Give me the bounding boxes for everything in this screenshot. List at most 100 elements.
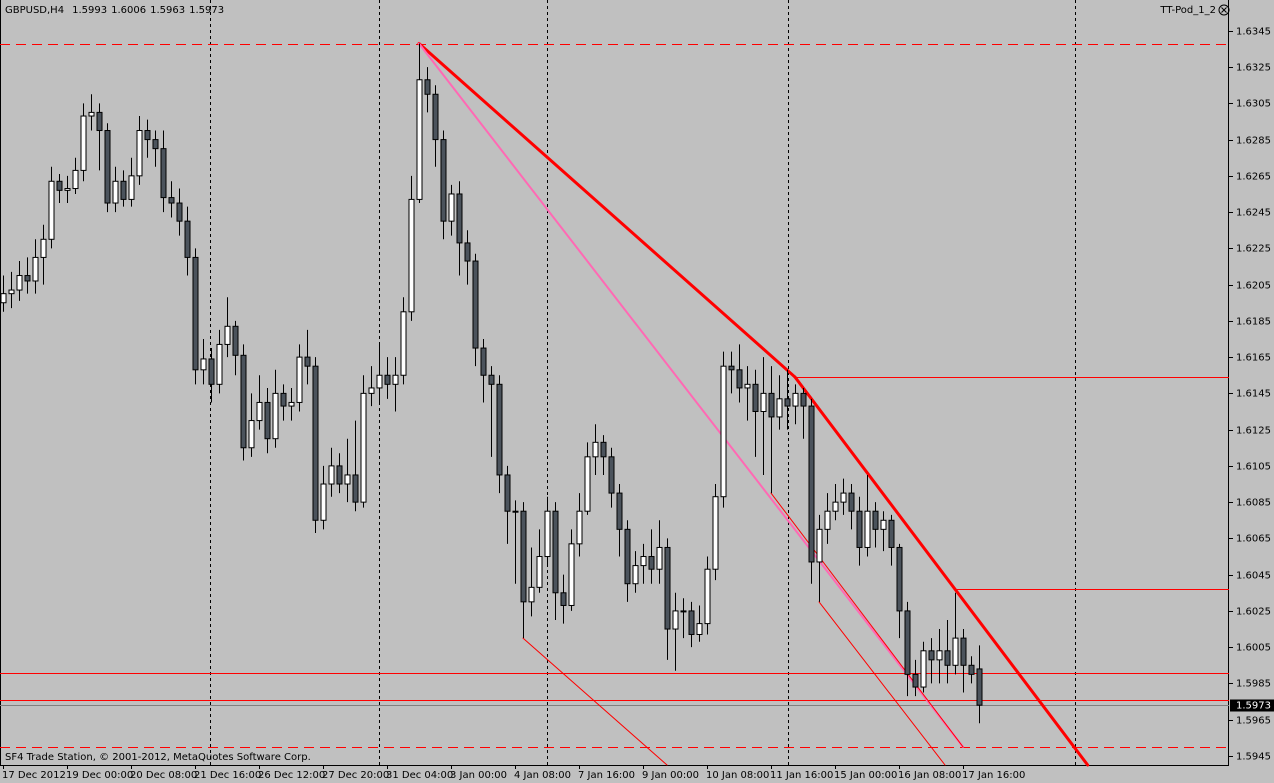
- trendline: [818, 601, 946, 766]
- y-tick-label: 1.6165: [1236, 353, 1271, 364]
- x-tick-label: 31 Dec 04:00: [386, 770, 453, 781]
- candle-body: [712, 496, 719, 570]
- candle-body: [312, 365, 319, 521]
- candle-body: [960, 637, 967, 666]
- candle-body: [48, 180, 55, 240]
- y-tick-label: 1.6265: [1236, 172, 1271, 183]
- x-tick-label: 4 Jan 08:00: [514, 770, 571, 781]
- candle-body: [168, 197, 175, 204]
- y-tick-label: 1.6145: [1236, 389, 1271, 400]
- candle-body: [592, 441, 599, 458]
- candle-body: [552, 510, 559, 594]
- candle-body: [104, 130, 111, 204]
- y-tick-label: 1.6025: [1236, 607, 1271, 618]
- x-tick-label: 3 Jan 00:00: [450, 770, 507, 781]
- candle-body: [768, 392, 775, 418]
- x-tick-label: 27 Dec 20:00: [322, 770, 389, 781]
- candle-body: [176, 202, 183, 222]
- candle-body: [256, 401, 263, 422]
- candle-body: [224, 325, 231, 345]
- x-tick-label: 16 Jan 08:00: [898, 770, 961, 781]
- candle-body: [80, 115, 87, 171]
- candle-body: [400, 311, 407, 376]
- x-tick-label: 7 Jan 16:00: [578, 770, 635, 781]
- candle-body: [496, 383, 503, 476]
- candle-body: [808, 405, 815, 563]
- candle-body: [8, 289, 15, 295]
- candle-body: [120, 180, 127, 200]
- candle-body: [648, 556, 655, 570]
- candle-body: [296, 356, 303, 403]
- candle-body: [576, 510, 583, 545]
- candle-body: [560, 592, 567, 606]
- candle-body: [96, 111, 103, 132]
- candle-body: [512, 510, 519, 513]
- candle-body: [880, 519, 887, 530]
- candle-body: [536, 556, 543, 588]
- candle-body: [952, 637, 959, 666]
- price-label: 1.5973: [1236, 701, 1271, 712]
- y-tick-label: 1.6005: [1236, 643, 1271, 654]
- candle-body: [128, 175, 135, 200]
- candle-body: [688, 610, 695, 635]
- y-tick-label: 1.6125: [1236, 426, 1271, 437]
- y-tick-label: 1.6345: [1236, 27, 1271, 38]
- candle-body: [976, 668, 983, 706]
- candle-body: [376, 374, 383, 389]
- candle-body: [896, 546, 903, 612]
- x-tick-label: 10 Jan 08:00: [706, 770, 769, 781]
- candle-body: [272, 392, 279, 440]
- icon-circle: [1218, 4, 1230, 16]
- x-tick-label: 21 Dec 16:00: [194, 770, 261, 781]
- candle-body: [784, 398, 791, 407]
- candle-body: [232, 325, 239, 356]
- x-tick-label: 20 Dec 08:00: [130, 770, 197, 781]
- y-tick-label: 1.6105: [1236, 462, 1271, 473]
- candle-body: [440, 139, 447, 222]
- x-tick-label: 17 Dec 2012: [2, 770, 66, 781]
- candle-body: [640, 556, 647, 567]
- candle-body: [72, 169, 79, 190]
- candle-body: [24, 275, 31, 282]
- candle-body: [584, 456, 591, 512]
- y-tick-label: 1.6225: [1236, 244, 1271, 255]
- y-tick-label: 1.6065: [1236, 534, 1271, 545]
- candle-body: [328, 465, 335, 485]
- y-tick-label: 1.6305: [1236, 99, 1271, 110]
- candle-body: [472, 260, 479, 349]
- candle-body: [320, 483, 327, 521]
- candle-body: [800, 392, 807, 407]
- candle-body: [152, 139, 159, 150]
- candle-body: [760, 392, 767, 413]
- indicator-icon: [1218, 4, 1230, 16]
- candle-body: [744, 383, 751, 389]
- y-tick-label: 1.6085: [1236, 498, 1271, 509]
- candle-body: [616, 492, 623, 530]
- symbol: GBPUSD,H4: [5, 5, 64, 16]
- candle-body: [208, 358, 215, 385]
- candle-body: [280, 392, 287, 407]
- candle-body: [264, 401, 271, 440]
- candle-body: [832, 501, 839, 512]
- candle-body: [848, 492, 855, 512]
- candle-body: [16, 275, 23, 291]
- header-open: 1.5993: [72, 5, 107, 16]
- candle-body: [424, 79, 431, 95]
- candle-body: [216, 343, 223, 385]
- candle-body: [368, 387, 375, 394]
- candle-body: [0, 293, 7, 304]
- indicator-name: TT-Pod_1_2: [1159, 5, 1216, 16]
- candle-body: [192, 256, 199, 371]
- trendline: [417, 42, 797, 379]
- candle-body: [288, 401, 295, 407]
- candle-body: [568, 543, 575, 606]
- x-tick-label: 11 Jan 16:00: [770, 770, 833, 781]
- candle-body: [864, 510, 871, 548]
- candle-body: [160, 148, 167, 199]
- candle-body: [608, 456, 615, 494]
- header-high: 1.6006: [111, 5, 146, 16]
- candle-body: [408, 198, 415, 313]
- candle-body: [448, 193, 455, 222]
